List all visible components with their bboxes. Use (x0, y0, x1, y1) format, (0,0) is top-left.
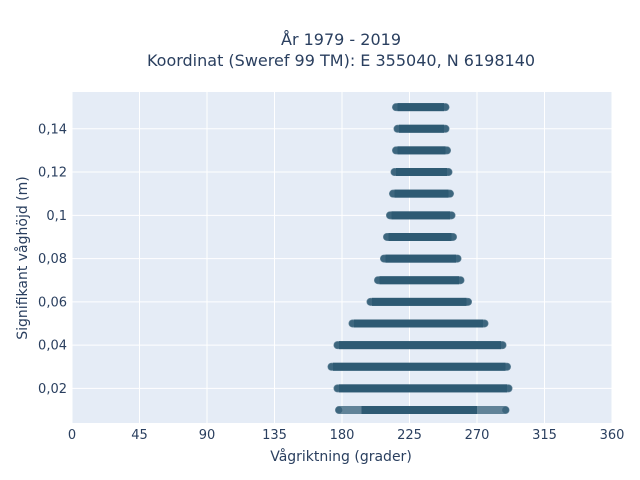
x-tick-labels: 0 45 90 135 180 225 270 315 360 (68, 428, 625, 443)
data-point (391, 168, 398, 176)
data-point (392, 147, 400, 154)
data-point (349, 320, 356, 327)
x-tick-label: 360 (600, 428, 625, 443)
data-point (457, 276, 464, 284)
data-point (335, 406, 343, 414)
data-point (449, 233, 457, 241)
y-tick-label: 0,04 (38, 339, 67, 354)
data-point (503, 363, 511, 371)
data-point (445, 168, 452, 176)
data-point (448, 211, 455, 219)
data-point (443, 147, 451, 154)
x-axis-title: Vågriktning (grader) (270, 448, 412, 465)
y-tick-label: 0,06 (38, 295, 67, 310)
data-points (327, 103, 513, 415)
y-tick-label: 0,02 (38, 382, 67, 397)
x-tick-label: 0 (68, 428, 76, 443)
x-tick-label: 225 (397, 428, 422, 443)
data-point (454, 255, 461, 262)
data-point (380, 255, 388, 262)
y-tick-label: 0,14 (38, 122, 67, 137)
x-tick-label: 180 (330, 428, 355, 443)
data-point (499, 341, 506, 349)
data-point (374, 276, 382, 284)
data-point (392, 103, 400, 111)
x-tick-label: 45 (131, 428, 148, 443)
y-tick-label: 0,08 (38, 252, 67, 267)
data-point (442, 125, 449, 133)
data-point (386, 211, 394, 219)
y-axis-title: Signifikant våghöjd (m) (14, 176, 31, 339)
y-tick-label: 0,12 (38, 166, 67, 181)
data-point (389, 190, 397, 198)
data-point (367, 298, 374, 306)
y-tick-labels: 0,02 0,04 0,06 0,08 0,1 0,12 0,14 (38, 122, 67, 397)
data-point (446, 190, 454, 198)
data-point (442, 103, 449, 111)
x-tick-label: 90 (199, 428, 216, 443)
x-tick-label: 270 (465, 428, 490, 443)
data-point (328, 363, 335, 371)
chart-title-line2: Koordinat (Sweref 99 TM): E 355040, N 61… (147, 51, 535, 70)
data-point (502, 406, 509, 414)
x-tick-label: 135 (262, 428, 287, 443)
data-point (334, 341, 341, 349)
data-point (481, 320, 488, 327)
data-point (383, 233, 391, 241)
x-tick-label: 315 (532, 428, 557, 443)
y-tick-label: 0,1 (46, 209, 67, 224)
data-point (505, 384, 512, 392)
data-point (334, 384, 341, 392)
data-point (394, 125, 401, 133)
data-point (464, 298, 472, 306)
chart-title-line1: År 1979 - 2019 (281, 30, 401, 49)
